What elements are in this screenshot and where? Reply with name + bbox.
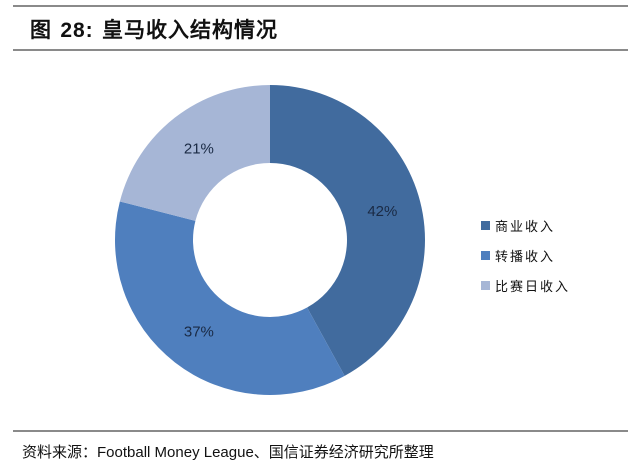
legend-label: 商业收入 [495,219,556,235]
legend-swatch [481,280,490,290]
slice-label: 37% [184,324,214,341]
legend-item-commercial: 商业收入 [481,210,570,240]
legend-label: 转播收入 [495,249,556,265]
legend-item-broadcast: 转播收入 [481,240,570,270]
slice-label: 21% [184,140,214,157]
source-note: 资料来源：Football Money League、国信证券经济研究所整理 [22,441,434,462]
slice-broadcast [115,201,345,395]
donut-slices [115,85,425,395]
title-rule [13,49,628,51]
figure-title-text: 皇马收入结构情况 [101,18,278,42]
legend-label: 比赛日收入 [495,279,571,295]
source-prefix: 资料来源： [22,443,98,461]
top-rule [13,5,628,7]
legend-item-matchday: 比赛日收入 [481,270,570,300]
figure-number: 28: [60,19,94,42]
source-english: Football Money League [97,444,254,461]
figure-prefix: 图 [30,18,52,42]
slice-labels: 42% 37% 21% [184,140,397,340]
footer-rule [13,430,628,432]
figure-title: 图 28: 皇马收入结构情况 [30,14,278,44]
slice-commercial [270,85,425,376]
source-suffix: 、国信证券经济研究所整理 [253,443,434,461]
slice-label: 42% [367,203,397,220]
legend-swatch [481,220,490,230]
slice-matchday [119,85,270,221]
legend-swatch [481,250,490,260]
legend: 商业收入 转播收入 比赛日收入 [481,210,570,300]
